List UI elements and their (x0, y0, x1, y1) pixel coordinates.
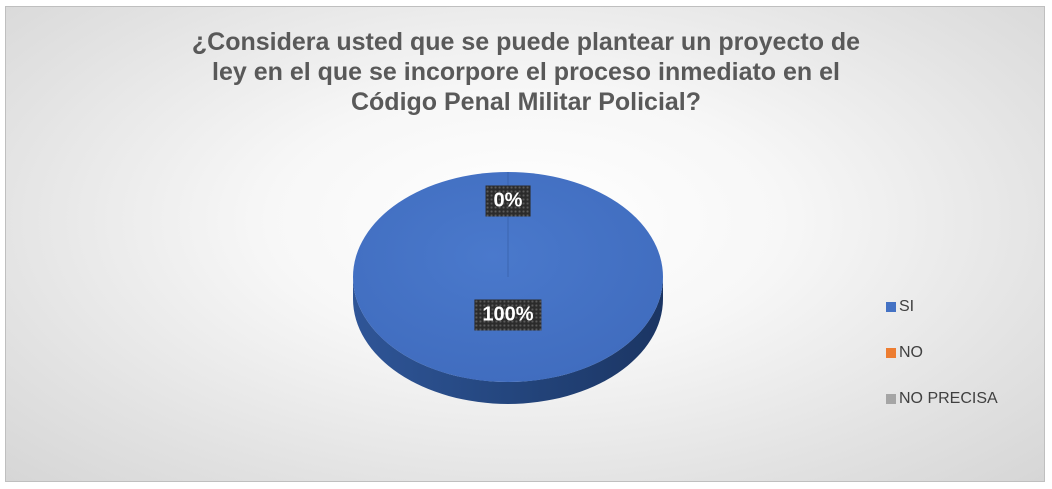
legend-label-no-precisa: NO PRECISA (899, 390, 998, 407)
data-label-si: 100% (474, 299, 542, 331)
legend-label-no: NO (899, 344, 923, 361)
chart-title-line-2: ley en el que se incorpore el proceso in… (212, 58, 840, 86)
legend-item-no: NO (886, 343, 998, 363)
chart-title-line-1: ¿Considera usted que se puede plantear u… (191, 28, 861, 56)
legend-swatch-no (886, 348, 896, 358)
chart-area: ¿Considera usted que se puede plantear u… (5, 6, 1045, 482)
legend-swatch-si (886, 302, 896, 312)
pie-slice-si-side (353, 277, 663, 404)
legend-swatch-no-precisa (886, 394, 896, 404)
legend-label-si: SI (899, 298, 915, 315)
chart-title-line-3: Código Penal Militar Policial? (350, 88, 702, 116)
chart-legend: SI NO NO PRECISA (886, 297, 998, 435)
legend-item-no-precisa: NO PRECISA (886, 389, 998, 409)
chart-title: ¿Considera usted que se puede plantear u… (66, 27, 986, 117)
legend-item-si: SI (886, 297, 998, 317)
data-label-no: 0% (485, 185, 531, 217)
